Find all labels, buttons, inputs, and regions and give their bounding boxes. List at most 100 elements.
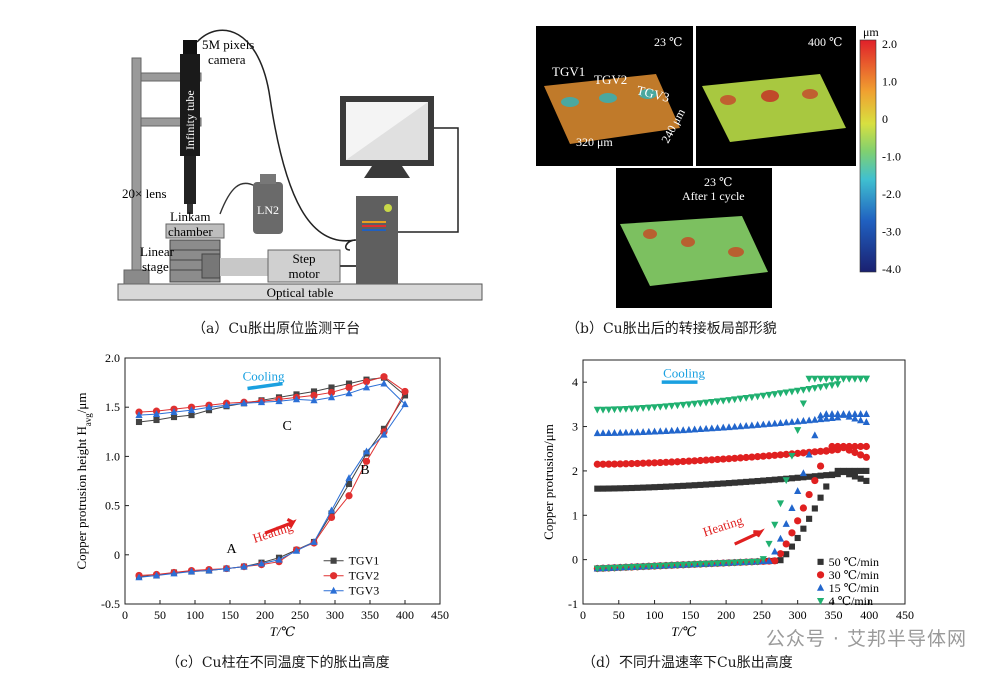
y-tick-label: 1.0: [105, 449, 120, 463]
data-point: [753, 453, 762, 461]
data-point: [713, 455, 722, 464]
data-point: [805, 490, 813, 499]
data-point: [771, 521, 779, 529]
data-point: [605, 460, 613, 468]
step-motor: [267, 249, 341, 283]
data-point: [610, 429, 619, 436]
data-point: [362, 447, 371, 455]
data-point: [805, 375, 813, 383]
colorbar-ticks: 2.0 1.0 0 -1.0 -2.0 -3.0 -4.0: [882, 37, 901, 276]
data-point: [777, 476, 784, 483]
data-point: [593, 565, 601, 573]
data-point: [622, 485, 629, 492]
point-a-label: A: [227, 542, 238, 557]
data-point: [240, 562, 248, 570]
data-point: [599, 406, 607, 414]
data-point: [679, 426, 687, 434]
series-line: [383, 376, 406, 392]
data-point: [170, 413, 178, 421]
data-point: [616, 564, 624, 572]
series-line: [138, 395, 406, 577]
data-point: [639, 428, 647, 435]
data-point: [674, 483, 681, 490]
data-point: [765, 452, 773, 460]
data-point: [759, 392, 767, 400]
data-point: [622, 564, 630, 572]
data-point: [771, 547, 779, 555]
data-point: [851, 414, 859, 422]
data-point: [628, 428, 636, 436]
data-point: [765, 420, 773, 427]
data-point: [673, 458, 682, 466]
data-point: [805, 450, 813, 458]
data-point: [634, 484, 641, 491]
panel-a: Optical table Infinity tube 5M pixels ca…: [110, 18, 490, 308]
data-point: [799, 469, 807, 477]
x-tick-label: 300: [789, 608, 807, 622]
cooling-annotation: Cooling: [243, 369, 285, 384]
data-point: [765, 391, 773, 399]
motor-label-line1: Step: [292, 251, 315, 266]
data-point: [610, 564, 619, 572]
data-point: [628, 564, 636, 571]
data-point: [731, 454, 739, 462]
data-point: [708, 424, 716, 432]
data-point: [846, 471, 853, 478]
x-tick-label: 450: [431, 608, 449, 622]
legend-label: TGV3: [349, 584, 380, 598]
data-point: [823, 472, 830, 479]
data-point: [748, 453, 756, 461]
data-point: [743, 478, 750, 485]
y-axis-label: Copper protrusion/μm: [541, 424, 556, 540]
data-point: [834, 471, 841, 478]
data-point: [170, 408, 178, 415]
data-point: [828, 382, 836, 390]
data-point: [713, 424, 722, 431]
data-point: [691, 457, 699, 465]
data-point: [736, 454, 745, 462]
cooling-arrow: [247, 381, 283, 391]
data-point: [799, 449, 807, 457]
data-point: [691, 482, 698, 489]
data-point: [851, 467, 858, 474]
legend-label: 50 ℃/min: [829, 555, 879, 569]
data-point: [805, 385, 813, 393]
linkam-chamber: [165, 223, 225, 239]
data-point: [685, 425, 693, 433]
data-point: [605, 565, 613, 572]
data-point: [776, 390, 785, 398]
data-point: [782, 520, 790, 527]
data-point: [828, 414, 836, 422]
data-point: [816, 411, 825, 419]
heating-annotation: Heating: [701, 512, 745, 539]
data-point: [327, 393, 336, 401]
data-point: [275, 555, 283, 563]
data-point: [862, 442, 870, 451]
data-point: [834, 413, 842, 421]
data-point: [794, 387, 802, 395]
infinity-tube-label: Infinity tube: [183, 90, 197, 150]
data-point: [759, 420, 767, 428]
data-point: [662, 403, 670, 411]
data-point: [668, 483, 675, 490]
data-point: [828, 471, 836, 478]
data-point: [862, 410, 870, 418]
data-point: [788, 504, 796, 511]
data-point: [668, 402, 676, 410]
chamber-label-line1: Linkam: [170, 209, 210, 224]
data-point: [668, 458, 676, 466]
data-point: [771, 476, 778, 483]
legend-label: TGV2: [349, 569, 380, 583]
data-point: [782, 389, 790, 397]
motor-label-line2: motor: [288, 266, 320, 281]
data-point: [805, 416, 813, 424]
data-point: [691, 400, 699, 408]
data-point: [651, 484, 658, 491]
legend-label: 30 ℃/min: [829, 568, 879, 582]
data-point: [599, 565, 607, 573]
data-point: [656, 427, 664, 435]
panel-b: 23 ℃ TGV1 TGV2 TGV3 320 μm 240 μm 400 ℃ …: [530, 20, 910, 310]
data-point: [731, 422, 739, 430]
data-point: [857, 451, 865, 459]
